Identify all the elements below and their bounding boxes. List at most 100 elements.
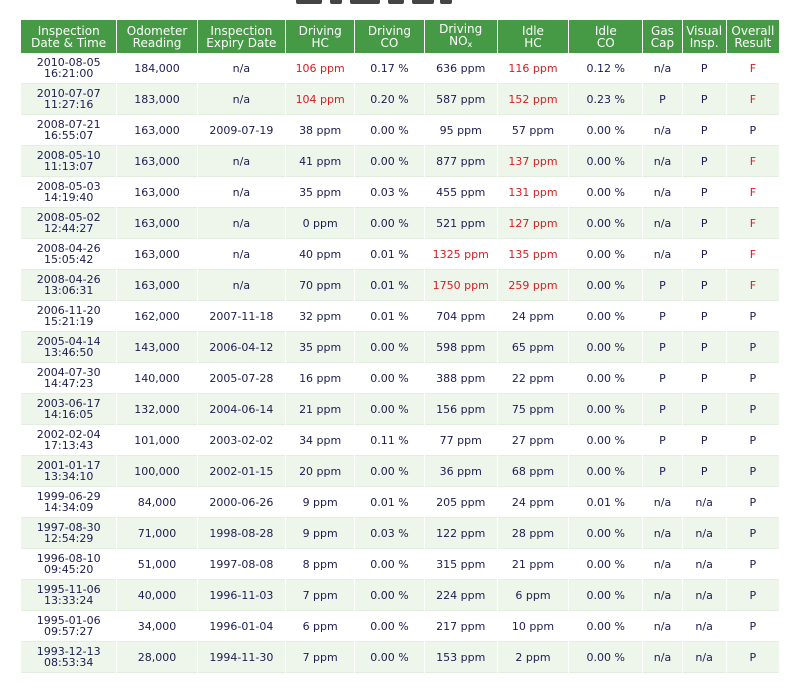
overall-result-cell: F: [726, 239, 779, 270]
expiry-date-cell: 2005-07-28: [197, 363, 286, 394]
visual-inspection-cell: n/a: [682, 642, 726, 673]
table-row: 1996-08-10 09:45:20 51,000 1997-08-08 8 ppm 0…: [21, 549, 779, 580]
visual-inspection-cell: P: [682, 270, 726, 301]
driving-co-cell: 0.01 %: [355, 239, 424, 270]
visual-inspection-cell: P: [682, 332, 726, 363]
inspection-date: 2010-07-07: [36, 87, 101, 100]
table-row: 2008-05-03 14:19:40 163,000 n/a 35 ppm 0.03 %…: [21, 177, 779, 208]
driving-co-cell: 0.00 %: [355, 115, 424, 146]
inspection-time: 11:27:16: [43, 98, 94, 111]
inspection-time: 14:34:09: [43, 501, 94, 514]
header-idle-hc: Idle HC: [497, 20, 569, 53]
odometer-cell: 34,000: [117, 611, 197, 642]
inspection-time: 17:13:43: [43, 439, 94, 452]
inspection-datetime-cell: 1995-01-06 09:57:27: [21, 611, 117, 642]
inspection-datetime-cell: 2008-05-10 11:13:07: [21, 146, 117, 177]
driving-nox-cell: 388 ppm: [424, 363, 497, 394]
table-row: 2004-07-30 14:47:23 140,000 2005-07-28 16 pp…: [21, 363, 779, 394]
driving-nox-cell: 95 ppm: [424, 115, 497, 146]
visual-inspection-cell: P: [682, 115, 726, 146]
inspection-date: 2008-07-21: [36, 118, 101, 131]
driving-hc-cell: 35 ppm: [286, 177, 355, 208]
driving-hc-cell: 40 ppm: [286, 239, 355, 270]
idle-co-cell: 0.12 %: [569, 53, 643, 84]
odometer-cell: 71,000: [117, 518, 197, 549]
inspection-date: 1995-01-06: [36, 614, 101, 627]
inspection-datetime-cell: 2004-07-30 14:47:23: [21, 363, 117, 394]
odometer-cell: 28,000: [117, 642, 197, 673]
idle-co-cell: 0.00 %: [569, 115, 643, 146]
table-row: 2006-11-20 15:21:19 162,000 2007-11-18 32 pp…: [21, 301, 779, 332]
inspection-datetime-cell: 2005-04-14 13:46:50: [21, 332, 117, 363]
gas-cap-cell: P: [643, 332, 682, 363]
inspection-datetime-cell: 1993-12-13 08:53:34: [21, 642, 117, 673]
idle-co-cell: 0.00 %: [569, 363, 643, 394]
gas-cap-cell: P: [643, 301, 682, 332]
header-idle-co: Idle CO: [569, 20, 643, 53]
odometer-cell: 140,000: [117, 363, 197, 394]
idle-hc-cell: 10 ppm: [497, 611, 569, 642]
driving-co-cell: 0.00 %: [355, 208, 424, 239]
driving-hc-cell: 34 ppm: [286, 425, 355, 456]
odometer-cell: 100,000: [117, 456, 197, 487]
driving-nox-cell: 1325 ppm: [424, 239, 497, 270]
odometer-cell: 163,000: [117, 270, 197, 301]
driving-co-cell: 0.00 %: [355, 549, 424, 580]
overall-result-cell: P: [726, 425, 779, 456]
inspection-date: 2004-07-30: [36, 366, 101, 379]
idle-hc-cell: 259 ppm: [497, 270, 569, 301]
gas-cap-cell: n/a: [643, 146, 682, 177]
overall-result-cell: P: [726, 487, 779, 518]
inspection-time: 15:05:42: [43, 253, 94, 266]
odometer-cell: 163,000: [117, 208, 197, 239]
inspection-datetime-cell: 1995-11-06 13:33:24: [21, 580, 117, 611]
inspection-time: 14:19:40: [43, 191, 94, 204]
idle-co-cell: 0.01 %: [569, 487, 643, 518]
visual-inspection-cell: P: [682, 301, 726, 332]
driving-nox-cell: 521 ppm: [424, 208, 497, 239]
driving-hc-cell: 16 ppm: [286, 363, 355, 394]
inspection-datetime-cell: 1999-06-29 14:34:09: [21, 487, 117, 518]
idle-hc-cell: 6 ppm: [497, 580, 569, 611]
visual-inspection-cell: P: [682, 425, 726, 456]
inspection-history-table: Inspection Date & Time Odometer Reading In…: [20, 20, 780, 673]
idle-co-cell: 0.00 %: [569, 208, 643, 239]
odometer-cell: 101,000: [117, 425, 197, 456]
visual-inspection-cell: P: [682, 363, 726, 394]
inspection-time: 14:16:05: [43, 408, 94, 421]
inspection-date: 1993-12-13: [36, 645, 101, 658]
visual-inspection-cell: n/a: [682, 518, 726, 549]
idle-hc-cell: 22 ppm: [497, 363, 569, 394]
idle-co-cell: 0.00 %: [569, 549, 643, 580]
driving-hc-cell: 20 ppm: [286, 456, 355, 487]
visual-inspection-cell: n/a: [682, 549, 726, 580]
odometer-cell: 84,000: [117, 487, 197, 518]
overall-result-cell: F: [726, 53, 779, 84]
overall-result-cell: F: [726, 84, 779, 115]
header-gas-cap: Gas Cap: [643, 20, 682, 53]
inspection-datetime-cell: 2010-08-05 16:21:00: [21, 53, 117, 84]
gas-cap-cell: n/a: [643, 642, 682, 673]
driving-nox-cell: 205 ppm: [424, 487, 497, 518]
driving-co-cell: 0.00 %: [355, 363, 424, 394]
inspection-date: 1997-08-30: [36, 521, 101, 534]
table-row: 2008-04-26 13:06:31 163,000 n/a 70 ppm 0.01 %…: [21, 270, 779, 301]
inspection-date: 1999-06-29: [36, 490, 101, 503]
inspection-time: 09:45:20: [43, 563, 94, 576]
idle-hc-cell: 137 ppm: [497, 146, 569, 177]
driving-co-cell: 0.17 %: [355, 53, 424, 84]
odometer-cell: 163,000: [117, 239, 197, 270]
inspection-time: 08:53:34: [43, 656, 94, 669]
gas-cap-cell: n/a: [643, 518, 682, 549]
gas-cap-cell: n/a: [643, 239, 682, 270]
inspection-datetime-cell: 2010-07-07 11:27:16: [21, 84, 117, 115]
driving-nox-cell: 122 ppm: [424, 518, 497, 549]
idle-co-cell: 0.00 %: [569, 518, 643, 549]
expiry-date-cell: n/a: [197, 84, 286, 115]
inspection-date: 2001-01-17: [36, 459, 101, 472]
inspection-date: 2006-11-20: [36, 304, 101, 317]
gas-cap-cell: n/a: [643, 53, 682, 84]
inspection-time: 12:44:27: [43, 222, 94, 235]
expiry-date-cell: n/a: [197, 270, 286, 301]
